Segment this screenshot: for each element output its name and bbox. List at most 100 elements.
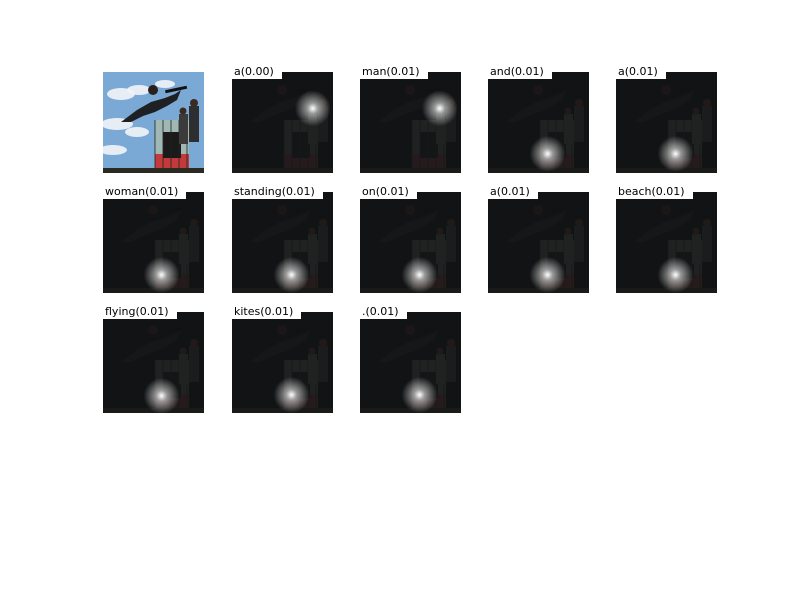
cloud [103, 145, 127, 155]
skater-head [405, 205, 415, 215]
spectator [564, 114, 573, 144]
skater-body [506, 210, 566, 242]
ramp-wall [284, 120, 318, 173]
cloud [125, 127, 149, 137]
skater-body [378, 330, 438, 362]
attention-spot [401, 256, 438, 293]
attention-map-panel [360, 312, 461, 413]
word-caption: a(0.01) [488, 184, 538, 199]
word-caption: beach(0.01) [616, 184, 693, 199]
skateboard [165, 85, 188, 94]
spectator [692, 114, 701, 144]
spectator [564, 234, 573, 264]
spectator [189, 346, 199, 382]
ramp-base [412, 154, 446, 173]
skateboard [678, 85, 701, 94]
word-caption: kites(0.01) [232, 304, 302, 319]
spectator [574, 226, 584, 262]
skateboard [165, 325, 188, 334]
attention-map-panel [232, 72, 333, 173]
spectator [189, 226, 199, 262]
ground [616, 288, 717, 293]
skater-head [405, 85, 415, 95]
word-caption: man(0.01) [360, 64, 428, 79]
skateboard [678, 205, 701, 214]
skater-body [506, 90, 566, 122]
cloud [155, 80, 175, 88]
ground [232, 408, 333, 413]
word-caption: on(0.01) [360, 184, 417, 199]
skater-head [148, 85, 158, 95]
speaker-box [163, 132, 181, 158]
spectator [179, 234, 188, 264]
spectator [318, 226, 328, 262]
skater-body [121, 210, 181, 242]
attention-map-panel [488, 192, 589, 293]
spectator [308, 354, 317, 384]
attention-map-panel [360, 192, 461, 293]
skater-head [405, 325, 415, 335]
attention-spot [529, 135, 566, 172]
attention-spot [294, 90, 331, 127]
attention-map-panel [103, 192, 204, 293]
word-caption: woman(0.01) [103, 184, 187, 199]
skateboard [422, 325, 445, 334]
skater-head [533, 85, 543, 95]
attention-map-panel [103, 312, 204, 413]
attention-spot [143, 377, 180, 413]
attention-map-panel [488, 72, 589, 173]
skater-body [250, 330, 310, 362]
spectator [179, 114, 188, 144]
word-caption: .(0.01) [360, 304, 407, 319]
ramp-base [284, 154, 318, 173]
skater-body [121, 330, 181, 362]
skater-head [661, 205, 671, 215]
spectator [436, 114, 445, 144]
skateboard [294, 205, 317, 214]
skater-head [148, 325, 158, 335]
word-caption: a(0.01) [616, 64, 666, 79]
attention-map-panel [232, 192, 333, 293]
word-caption: a(0.00) [232, 64, 282, 79]
skater-body [634, 90, 694, 122]
skater-body [634, 210, 694, 242]
ground [360, 168, 461, 173]
spectator [436, 234, 445, 264]
spectator [702, 106, 712, 142]
spectator [446, 106, 456, 142]
skater-head [277, 205, 287, 215]
ground [616, 168, 717, 173]
skateboard [294, 325, 317, 334]
ground [103, 168, 204, 173]
spectator [308, 234, 317, 264]
word-caption: and(0.01) [488, 64, 552, 79]
spectator [446, 346, 456, 382]
skater-body [121, 90, 181, 122]
skater-body [250, 210, 310, 242]
attention-spot [273, 256, 310, 293]
spectator [446, 226, 456, 262]
attention-spot [273, 376, 310, 413]
word-caption: standing(0.01) [232, 184, 323, 199]
attention-spot [529, 256, 566, 293]
skater-head [277, 85, 287, 95]
skateboard [165, 205, 188, 214]
cloud [127, 85, 151, 95]
ground [232, 288, 333, 293]
skateboard [550, 205, 573, 214]
ground [360, 288, 461, 293]
skateboard [422, 205, 445, 214]
skater-head [661, 85, 671, 95]
spectator [318, 106, 328, 142]
ground [488, 288, 589, 293]
word-caption: flying(0.01) [103, 304, 177, 319]
skateboard [550, 85, 573, 94]
skateboard [294, 85, 317, 94]
spectator [574, 106, 584, 142]
attention-map-panel [360, 72, 461, 173]
ground [232, 168, 333, 173]
spectator [702, 226, 712, 262]
attention-spot [143, 256, 180, 293]
spectator [436, 354, 445, 384]
